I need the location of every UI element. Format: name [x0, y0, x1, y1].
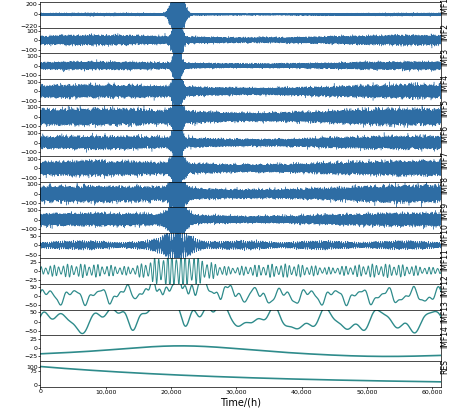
Y-axis label: IMF6: IMF6: [440, 125, 449, 143]
Y-axis label: IMF2: IMF2: [440, 23, 449, 41]
Y-axis label: IMF5: IMF5: [440, 99, 449, 117]
Y-axis label: IMF13: IMF13: [440, 300, 449, 323]
Y-axis label: IMF7: IMF7: [440, 150, 449, 169]
Y-axis label: IMF9: IMF9: [440, 202, 449, 220]
Y-axis label: IMF1: IMF1: [440, 0, 449, 15]
Y-axis label: IMF11: IMF11: [440, 249, 449, 271]
Y-axis label: IMF10: IMF10: [440, 223, 449, 246]
Y-axis label: IMF8: IMF8: [440, 176, 449, 194]
Y-axis label: IMF4: IMF4: [440, 74, 449, 92]
Y-axis label: IMF14: IMF14: [440, 325, 449, 348]
Y-axis label: IMF3: IMF3: [440, 48, 449, 66]
Y-axis label: RES: RES: [440, 359, 449, 374]
Y-axis label: IMF12: IMF12: [440, 274, 449, 297]
X-axis label: Time/(h): Time/(h): [220, 397, 261, 407]
